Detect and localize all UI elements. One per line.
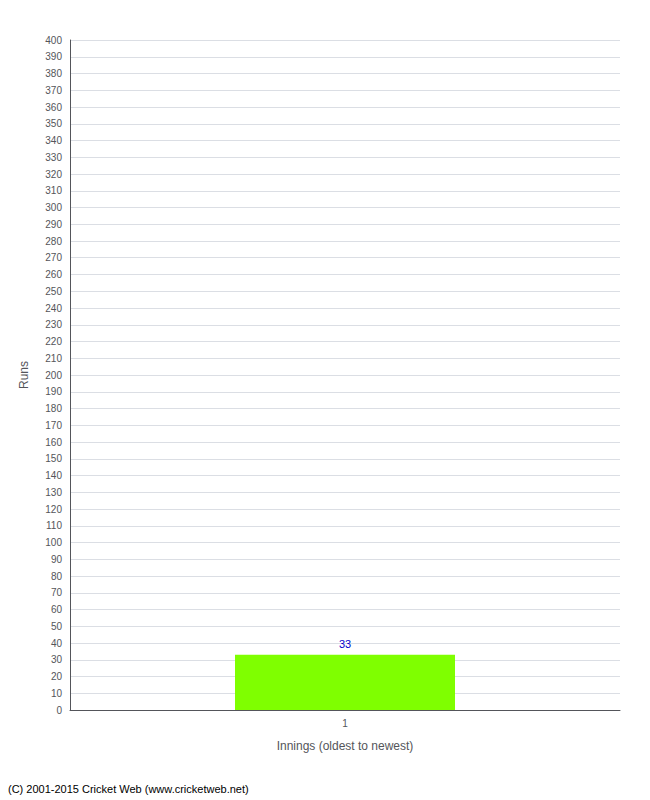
svg-text:200: 200 (45, 370, 62, 381)
svg-text:30: 30 (51, 654, 63, 665)
svg-text:230: 230 (45, 319, 62, 330)
svg-text:180: 180 (45, 403, 62, 414)
svg-text:240: 240 (45, 303, 62, 314)
svg-text:310: 310 (45, 185, 62, 196)
svg-text:320: 320 (45, 169, 62, 180)
svg-text:270: 270 (45, 252, 62, 263)
svg-text:170: 170 (45, 420, 62, 431)
svg-text:380: 380 (45, 68, 62, 79)
svg-text:340: 340 (45, 135, 62, 146)
svg-text:260: 260 (45, 269, 62, 280)
svg-text:Runs: Runs (17, 361, 31, 389)
svg-text:250: 250 (45, 286, 62, 297)
svg-text:50: 50 (51, 621, 63, 632)
svg-text:60: 60 (51, 604, 63, 615)
svg-text:370: 370 (45, 85, 62, 96)
svg-text:350: 350 (45, 118, 62, 129)
svg-text:280: 280 (45, 236, 62, 247)
svg-text:(C) 2001-2015 Cricket Web (www: (C) 2001-2015 Cricket Web (www.cricketwe… (8, 783, 249, 795)
svg-text:70: 70 (51, 587, 63, 598)
svg-text:0: 0 (56, 705, 62, 716)
svg-text:130: 130 (45, 487, 62, 498)
svg-text:300: 300 (45, 202, 62, 213)
svg-text:190: 190 (45, 386, 62, 397)
svg-text:Innings (oldest to newest): Innings (oldest to newest) (277, 739, 414, 753)
svg-text:20: 20 (51, 671, 63, 682)
svg-text:100: 100 (45, 537, 62, 548)
svg-text:33: 33 (339, 638, 351, 650)
svg-text:330: 330 (45, 152, 62, 163)
svg-text:80: 80 (51, 571, 63, 582)
svg-text:360: 360 (45, 102, 62, 113)
svg-text:40: 40 (51, 638, 63, 649)
svg-text:150: 150 (45, 453, 62, 464)
svg-text:290: 290 (45, 219, 62, 230)
svg-text:390: 390 (45, 51, 62, 62)
svg-text:160: 160 (45, 437, 62, 448)
svg-text:220: 220 (45, 336, 62, 347)
svg-text:120: 120 (45, 504, 62, 515)
svg-text:400: 400 (45, 35, 62, 46)
svg-text:140: 140 (45, 470, 62, 481)
svg-text:1: 1 (342, 718, 348, 729)
svg-text:90: 90 (51, 554, 63, 565)
svg-text:110: 110 (46, 520, 62, 531)
svg-text:10: 10 (51, 688, 63, 699)
svg-text:210: 210 (45, 353, 62, 364)
